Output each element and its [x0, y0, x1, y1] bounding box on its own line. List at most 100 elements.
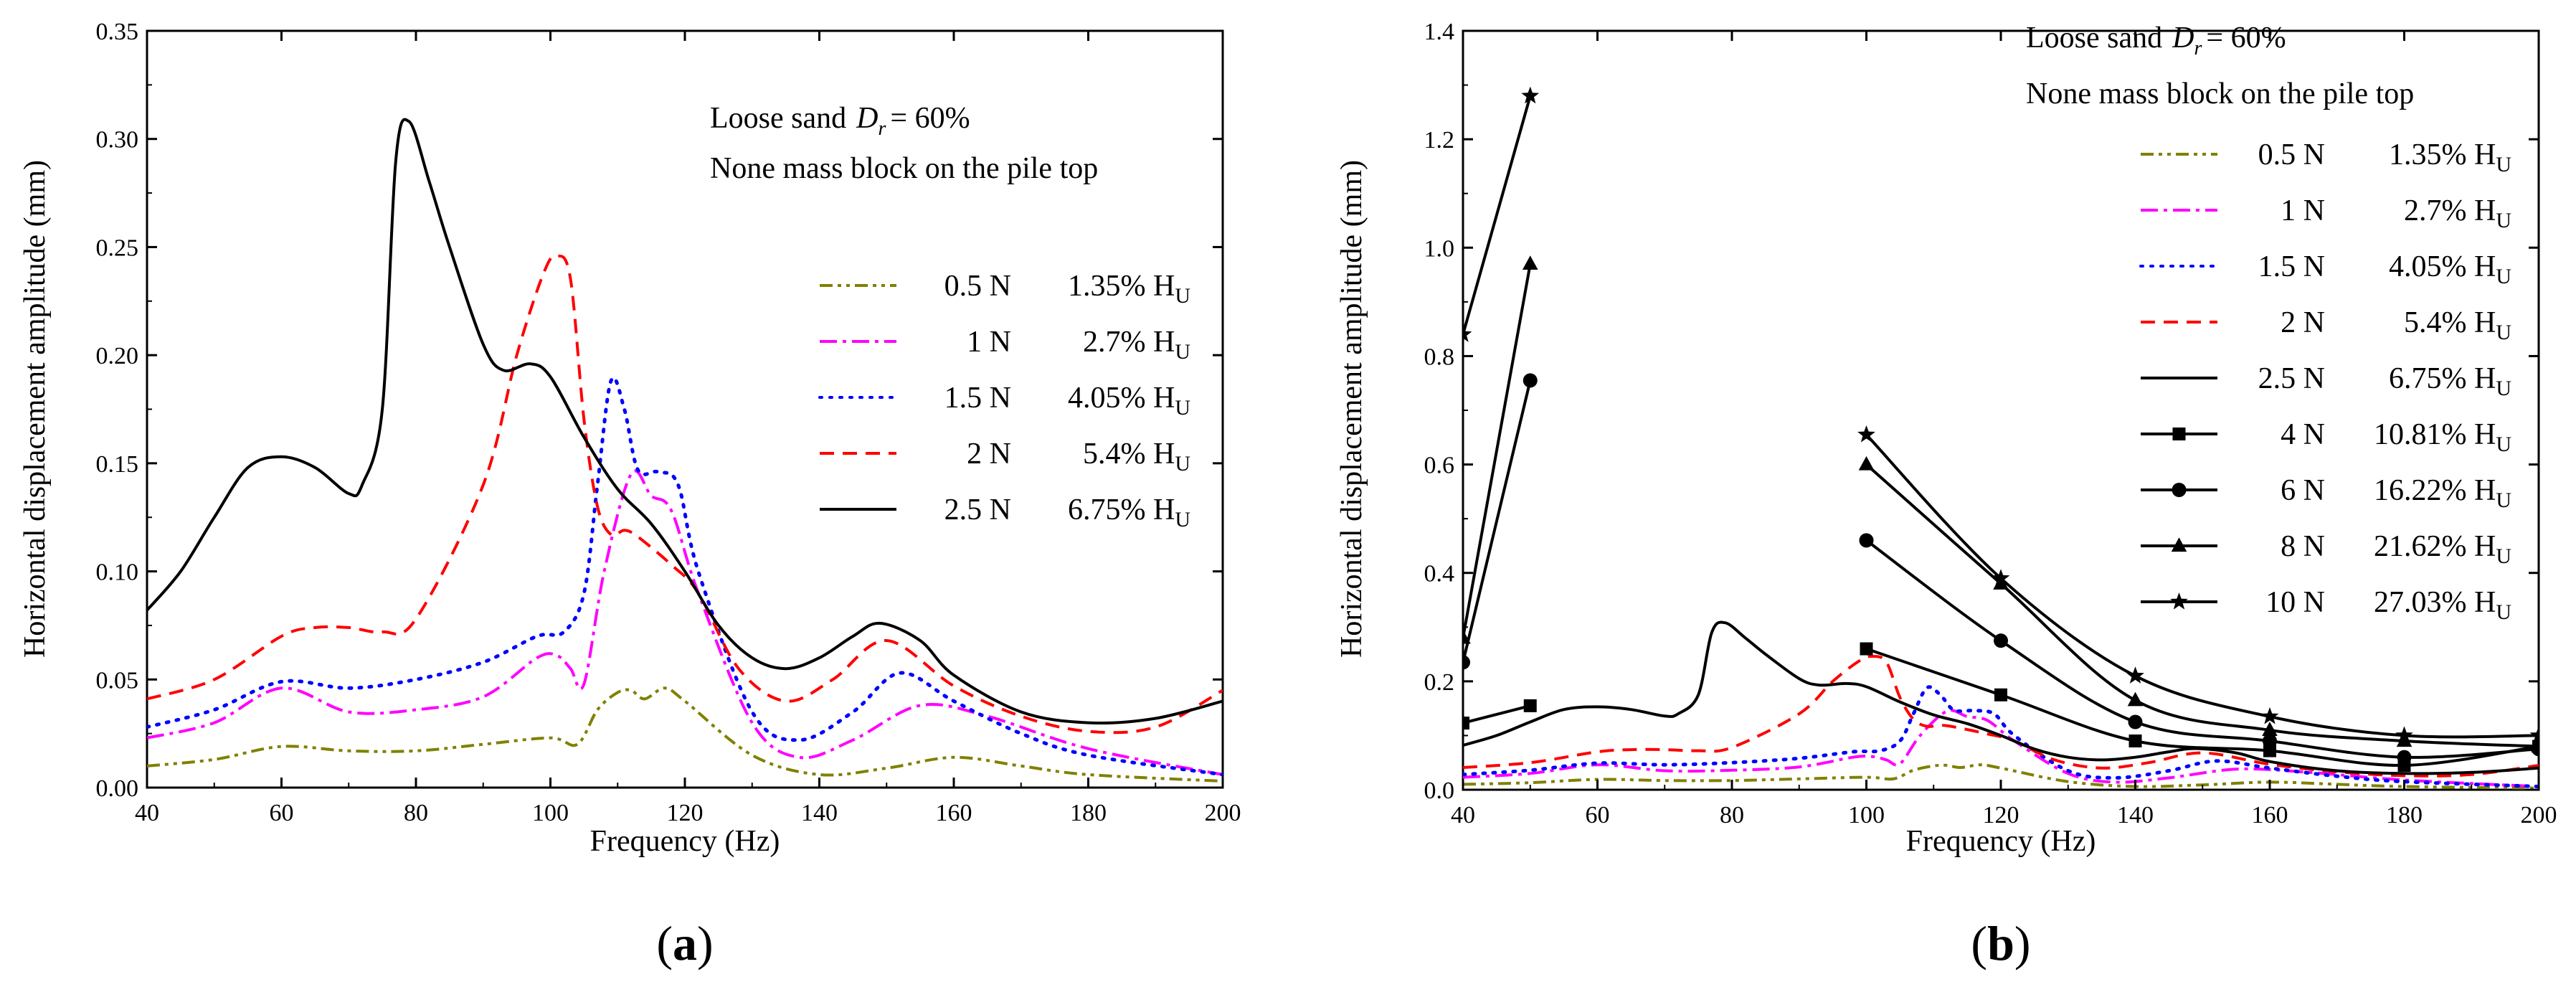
legend-name: 2 N	[967, 438, 1011, 471]
legend-entry: 2 N 5.4% HU	[820, 438, 1190, 476]
marker-triangle	[1993, 575, 2009, 590]
y-axis-label-b: Horizontal displacement amplitude (mm)	[1335, 160, 1368, 658]
marker-square	[2172, 428, 2186, 440]
legend-entry: 1.5 N 4.05% HU	[2139, 250, 2511, 288]
series-line-8 N	[1463, 263, 1532, 638]
legend-entry: 2 N 5.4% HU	[2141, 306, 2511, 344]
marker-circle	[2172, 483, 2187, 497]
marker-star	[2170, 592, 2188, 610]
marker-circle	[2128, 714, 2143, 729]
series-line-1 N	[147, 469, 1223, 776]
marker-star	[1857, 425, 1875, 443]
series-10-n	[1463, 86, 2539, 743]
legend-entry: 2.5 N 6.75% HU	[820, 494, 1190, 532]
marker-square	[1463, 717, 1469, 730]
series-line-1.5 N	[1463, 685, 2539, 788]
series-1-5-n	[1463, 685, 2539, 788]
series-1-n	[1463, 709, 2539, 788]
series-1-5-n	[147, 376, 1223, 777]
marker-triangle	[2171, 537, 2187, 552]
legend-name: 4 N	[2281, 418, 2325, 451]
legend-name: 2 N	[2281, 306, 2325, 339]
y-tick-label: 0.6	[1424, 453, 1455, 479]
series-2-5-n	[147, 118, 1223, 725]
y-tick-label: 0.8	[1424, 344, 1455, 370]
legend-percent: 1.35% HU	[2389, 138, 2511, 176]
marker-square	[2263, 744, 2276, 757]
marker-square	[2128, 734, 2142, 747]
legend-name: 1 N	[967, 326, 1011, 359]
x-tick-label: 120	[1983, 802, 2019, 828]
y-tick-label: 0.35	[96, 19, 139, 45]
series-2-n	[147, 254, 1223, 735]
legend-entry: 1.5 N 4.05% HU	[818, 382, 1190, 420]
panel-label-b: (b)	[1971, 916, 2030, 971]
x-axis-label-a: Frequency (Hz)	[590, 825, 780, 858]
series-line-6 N	[1865, 539, 2539, 759]
legend-percent: 5.4% HU	[2404, 306, 2511, 344]
legend-name: 2.5 N	[2258, 362, 2325, 395]
x-tick-label: 180	[1070, 800, 1107, 826]
x-tick-label: 60	[1586, 802, 1610, 828]
marker-triangle	[2127, 691, 2144, 707]
x-tick-label: 200	[2521, 802, 2557, 828]
marker-star	[1521, 86, 1540, 104]
annotation-mass-b: None mass block on the pile top	[2026, 77, 2414, 110]
y-tick-label: 0.00	[96, 775, 139, 802]
legend-entry: 0.5 N 1.35% HU	[820, 270, 1190, 308]
series-6-n	[1463, 373, 2539, 765]
series-2-n	[1463, 655, 2539, 778]
y-tick-label: 0.0	[1424, 778, 1455, 804]
y-tick-label: 0.20	[96, 343, 139, 369]
y-tick-label: 0.05	[96, 667, 139, 694]
series-line-8 N	[1865, 463, 2539, 748]
x-tick-label: 180	[2386, 802, 2423, 828]
legend-name: 2.5 N	[944, 494, 1011, 526]
series-line-4 N	[1865, 647, 2539, 768]
marker-triangle	[2396, 732, 2412, 747]
marker-star	[2395, 726, 2413, 743]
y-tick-label: 0.10	[96, 559, 139, 586]
series-line-2 N	[147, 254, 1223, 735]
series-0-5-n	[147, 686, 1223, 783]
legend-percent: 5.4% HU	[1083, 438, 1190, 476]
marker-triangle	[1463, 629, 1471, 644]
legend-percent: 4.05% HU	[2389, 250, 2511, 288]
legend-entry: 8 N 21.62% HU	[2141, 530, 2511, 568]
x-tick-label: 100	[1848, 802, 1885, 828]
legend-entry: 0.5 N 1.35% HU	[2141, 138, 2511, 176]
marker-circle	[1463, 655, 1470, 670]
legend-entry: 4 N 10.81% HU	[2141, 418, 2511, 456]
legend-percent: 27.03% HU	[2374, 586, 2511, 624]
series-0-5-n	[1463, 763, 2539, 790]
marker-triangle	[1522, 255, 1538, 270]
marker-circle	[1859, 533, 1874, 548]
legend-name: 8 N	[2281, 530, 2325, 563]
marker-square	[1994, 688, 2007, 702]
series-line-6 N	[1463, 379, 1532, 663]
plot-frame-b	[1462, 29, 2540, 791]
marker-triangle	[2262, 722, 2278, 736]
y-tick-label: 0.2	[1424, 669, 1455, 696]
x-tick-label: 100	[532, 800, 569, 826]
legend-entry: 1 N 2.7% HU	[2141, 194, 2511, 232]
series-line-1.5 N	[147, 376, 1223, 777]
legend-name: 0.5 N	[944, 270, 1011, 303]
series-line-0.5 N	[147, 686, 1223, 783]
marker-circle	[1523, 373, 1538, 388]
legend-name: 1.5 N	[2258, 250, 2325, 283]
y-tick-label: 1.0	[1424, 235, 1455, 262]
marker-star	[2126, 666, 2144, 684]
series-1-n	[147, 469, 1223, 776]
panel-b: 40 60 80 100 120 140 160 180 200 0.0 0.2 0.4 0.6 0.8…	[1335, 19, 2557, 971]
series-line-2.5 N	[1463, 620, 2539, 775]
legend-entry: 10 N 27.03% HU	[2141, 586, 2511, 624]
legend-percent: 6.75% HU	[2389, 362, 2511, 400]
marker-circle	[1994, 633, 2008, 648]
x-axis-label-b: Frequency (Hz)	[1906, 825, 2096, 858]
x-tick-label: 40	[135, 800, 159, 826]
x-tick-label: 140	[801, 800, 838, 826]
y-tick-label: 0.25	[96, 235, 139, 261]
series-line-10 N	[1865, 433, 2539, 739]
